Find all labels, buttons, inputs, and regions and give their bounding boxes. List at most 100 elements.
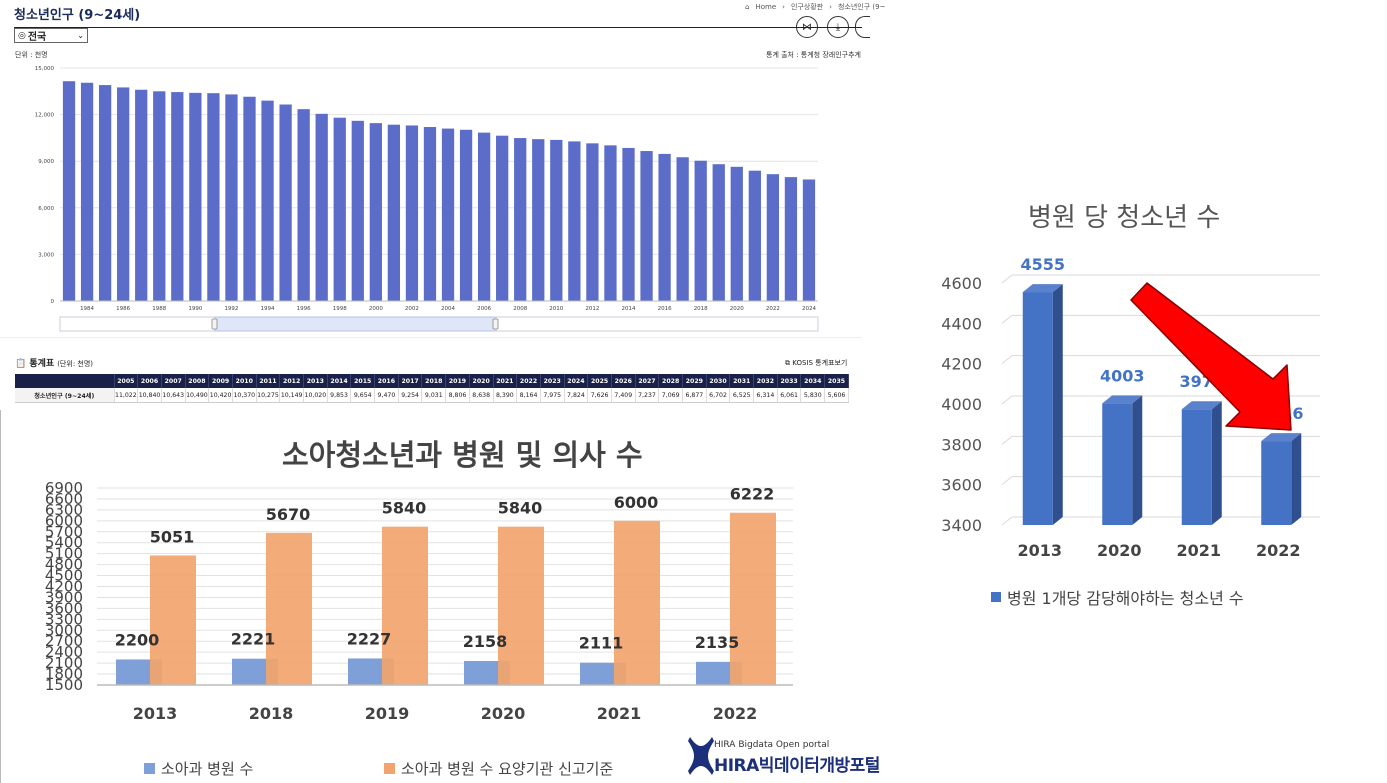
home-icon[interactable]: ⌂ xyxy=(745,3,750,11)
x-tick-label: 2018 xyxy=(694,306,708,312)
y-tick-label: 4200 xyxy=(45,578,83,596)
y-tick-label: 2100 xyxy=(45,654,83,672)
breadcrumb: ⌂ Home › 인구상황판 › 청소년인구 (9~ xyxy=(745,3,886,11)
y-tick-label: 5400 xyxy=(45,534,83,552)
x-tick-label: 2016 xyxy=(658,306,672,312)
range-selection[interactable] xyxy=(214,316,497,332)
hospital-count-label: 2135 xyxy=(695,633,740,652)
population-bar xyxy=(135,89,148,301)
population-bar xyxy=(532,139,545,301)
x-tick-label: 2013 xyxy=(1017,541,1062,560)
table-header-cell: 2021 xyxy=(493,374,518,388)
population-bar xyxy=(243,96,256,301)
table-header-cell: 2011 xyxy=(256,374,281,388)
table-header-cell: 2013 xyxy=(303,374,328,388)
y-tick-label: 4000 xyxy=(941,395,982,414)
x-tick-label: 2010 xyxy=(549,306,563,312)
table-cell: 7,626 xyxy=(587,388,612,403)
population-bar xyxy=(802,179,816,301)
population-bar xyxy=(387,124,401,302)
region-select[interactable]: ◎ 전국 ⌄ xyxy=(14,28,88,43)
x-tick-label: 2013 xyxy=(133,704,178,723)
table-cell: 7,069 xyxy=(658,388,683,403)
table-header-cell: 2016 xyxy=(374,374,399,388)
table-cell: 8,164 xyxy=(516,388,541,403)
y-tick-label: 2400 xyxy=(45,643,83,661)
y-gridline xyxy=(1001,395,1013,405)
x-tick-label: 2008 xyxy=(513,306,527,312)
range-handle-right[interactable] xyxy=(492,318,499,330)
y-tick-label: 4800 xyxy=(45,556,83,574)
population-bar xyxy=(315,113,328,301)
population-bar xyxy=(604,145,617,301)
table-cell: 10,420 xyxy=(208,388,233,403)
legend-label-hospitals: 소아과 병원 수 xyxy=(161,760,254,778)
registered-hospital-bar xyxy=(382,526,428,685)
table-cell: 11,022 xyxy=(114,388,139,403)
table-cell: 7,409 xyxy=(611,388,636,403)
y-tick-label: 4600 xyxy=(941,274,982,293)
y-tick-label: 6600 xyxy=(45,490,83,508)
y-tick-label: 3300 xyxy=(45,610,83,628)
registered-hospital-label: 5051 xyxy=(150,527,195,546)
population-stat-table: 2005 2006 2007 2008 2009 2010 2011 2012 2013 2014… xyxy=(15,374,849,403)
pediatric-bar-chart: 1500180021002400270030003300360039004200… xyxy=(45,479,793,723)
population-bar xyxy=(441,128,455,301)
x-tick-label: 2019 xyxy=(365,704,410,723)
x-tick-label: 2020 xyxy=(1097,541,1142,560)
breadcrumb-dashboard[interactable]: 인구상황판 xyxy=(790,3,824,11)
table-header-cell: 2007 xyxy=(161,374,186,388)
population-bar xyxy=(477,132,491,301)
table-cell: 8,390 xyxy=(493,388,518,403)
population-bar xyxy=(514,138,527,301)
y-tick-label: 4200 xyxy=(941,355,982,374)
population-bar xyxy=(730,166,743,301)
x-tick-label: 2020 xyxy=(730,306,744,312)
breadcrumb-home[interactable]: Home xyxy=(755,3,777,11)
table-header-cell: 2008 xyxy=(185,374,210,388)
per-hospital-bar-chart: 3400 3600 3800 4000 4200 4400 4600 4555 2013 4003… xyxy=(941,255,1320,560)
breadcrumb-current: 청소년인구 (9~ xyxy=(837,3,886,11)
registered-hospital-bar xyxy=(730,512,776,685)
table-row-label: 청소년인구 (9~24세) xyxy=(15,388,115,403)
title-divider xyxy=(14,27,862,28)
population-dashboard-panel: 청소년인구 (9~24세) ⌂Home›인구상황판›청소년인구 (9~ ⋈ ⤓ … xyxy=(0,0,885,410)
table-cell: 8,638 xyxy=(469,388,494,403)
table-header-cell: 2025 xyxy=(587,374,612,388)
table-cell: 5,830 xyxy=(800,388,826,403)
x-tick-label: 2014 xyxy=(622,306,636,312)
population-bar xyxy=(405,125,419,302)
per-hospital-chart-title: 병원 당 청소년 수 xyxy=(1028,203,1221,233)
registered-hospital-bar xyxy=(150,555,196,685)
population-bar xyxy=(171,92,184,302)
kosis-link[interactable]: ⧉ KOSIS 통계표보기 xyxy=(785,358,847,368)
per-hospital-value-label: 4555 xyxy=(1020,255,1065,274)
table-icon: 📋 xyxy=(15,359,27,369)
x-tick-label: 1988 xyxy=(152,306,166,312)
y-tick-label: 0 xyxy=(51,299,55,305)
region-select-value: 전국 xyxy=(27,32,47,43)
registered-hospital-label: 6222 xyxy=(730,485,775,504)
kosis-link-label: KOSIS 통계표보기 xyxy=(792,359,848,367)
per-hospital-bar xyxy=(1022,292,1053,525)
x-tick-label: 2006 xyxy=(477,306,491,312)
y-tick-label: 15,000 xyxy=(35,66,55,72)
registered-hospital-label: 5670 xyxy=(266,505,311,524)
window-icon: ⧉ xyxy=(785,359,790,367)
x-tick-label: 2012 xyxy=(585,306,599,312)
table-section-title: 📋 통계표 (단위: 천명) xyxy=(15,356,93,369)
unit-label: 단위 : 천명 xyxy=(15,51,48,59)
population-bar xyxy=(117,87,130,302)
table-cell: 10,275 xyxy=(256,388,281,403)
population-bar xyxy=(586,143,599,301)
table-header-cell: 2020 xyxy=(469,374,494,388)
population-bar xyxy=(766,174,780,301)
legend-label-registered: 소아과 병원 수 요양기관 신고기준 xyxy=(401,760,614,778)
table-header-cell: 2022 xyxy=(516,374,541,388)
table-cell: 6,314 xyxy=(753,388,778,403)
y-tick-label: 2700 xyxy=(45,632,83,650)
per-hospital-bar-side xyxy=(1052,284,1063,525)
population-bar xyxy=(748,170,761,301)
range-handle-left[interactable] xyxy=(211,318,218,330)
per-hospital-bar-top xyxy=(1022,284,1063,293)
